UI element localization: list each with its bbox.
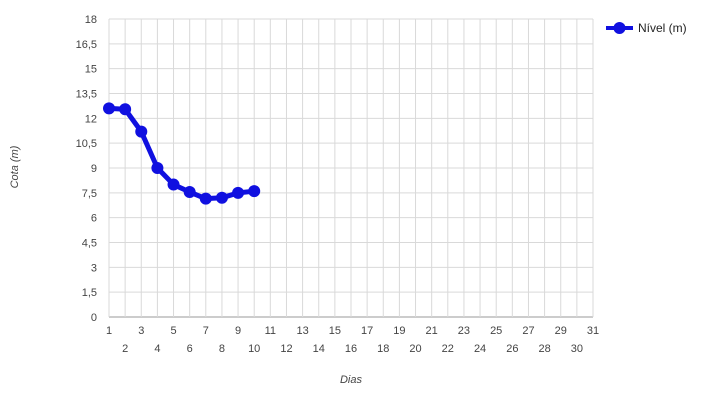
y-tick-label: 12 (85, 113, 97, 125)
x-tick-label: 6 (187, 343, 193, 355)
x-tick-label: 10 (248, 343, 260, 355)
data-point (215, 191, 228, 204)
x-tick-label: 30 (571, 343, 583, 355)
data-point (119, 103, 132, 116)
x-tick-label: 5 (170, 325, 176, 337)
data-point (232, 186, 245, 199)
x-tick-label: 23 (458, 325, 470, 337)
x-tick-label: 27 (522, 325, 534, 337)
x-tick-label: 3 (138, 325, 144, 337)
x-tick-label: 19 (393, 325, 405, 337)
x-tick-label: 26 (506, 343, 518, 355)
data-point (151, 162, 164, 174)
grid-lines (108, 18, 594, 318)
x-tick-label: 11 (265, 325, 276, 337)
y-tick-label: 18 (85, 14, 97, 26)
y-tick-label: 0 (91, 312, 97, 324)
data-point (103, 102, 115, 115)
x-tick-label: 18 (377, 343, 389, 355)
x-tick-label: 15 (329, 325, 341, 337)
series-layer (103, 102, 261, 205)
y-tick-label: 15 (85, 64, 97, 76)
legend-series-marker (613, 22, 626, 34)
x-tick-label: 29 (555, 325, 567, 337)
y-axis-tick-labels: 0 1,5 3 4,5 6 7,5 9 10,5 12 13,5 15 16,5 18 (76, 14, 97, 324)
data-point (167, 178, 180, 191)
x-tick-label: 31 (587, 325, 599, 337)
x-tick-label: 20 (409, 343, 421, 355)
x-tick-label: 9 (235, 325, 241, 337)
x-axis-title: Dias (340, 374, 363, 386)
x-tick-label: 13 (296, 325, 308, 337)
x-tick-label: 7 (203, 325, 209, 337)
x-tick-label: 16 (345, 343, 357, 355)
y-tick-label: 3 (91, 262, 97, 274)
data-point (183, 186, 196, 199)
legend-series-label: Nível (m) (638, 21, 687, 35)
x-axis-tick-labels: 1234567891011121314151617181920212223242… (106, 325, 599, 355)
y-tick-label: 13,5 (76, 89, 97, 101)
y-tick-label: 1,5 (82, 287, 97, 299)
x-tick-label: 22 (442, 343, 454, 355)
x-tick-label: 2 (122, 343, 128, 355)
x-tick-label: 28 (538, 343, 550, 355)
y-axis-title: Cota (m) (9, 145, 21, 188)
data-point (248, 185, 261, 198)
x-tick-label: 17 (361, 325, 373, 337)
legend: Nível (m) (606, 21, 687, 35)
series-line (106, 105, 257, 202)
y-tick-label: 6 (91, 213, 97, 225)
x-tick-label: 24 (474, 343, 486, 355)
x-tick-label: 25 (490, 325, 502, 337)
y-tick-label: 4,5 (82, 238, 97, 250)
x-tick-label: 4 (154, 343, 160, 355)
x-tick-label: 14 (313, 343, 325, 355)
x-tick-label: 12 (280, 343, 292, 355)
x-tick-label: 1 (106, 325, 112, 337)
data-point (135, 125, 148, 138)
y-tick-label: 7,5 (82, 188, 97, 200)
y-tick-label: 9 (91, 163, 97, 175)
y-tick-label: 16,5 (76, 39, 97, 51)
x-tick-label: 8 (219, 343, 225, 355)
data-point (199, 192, 212, 205)
y-tick-label: 10,5 (76, 138, 97, 150)
x-tick-label: 21 (426, 325, 438, 337)
